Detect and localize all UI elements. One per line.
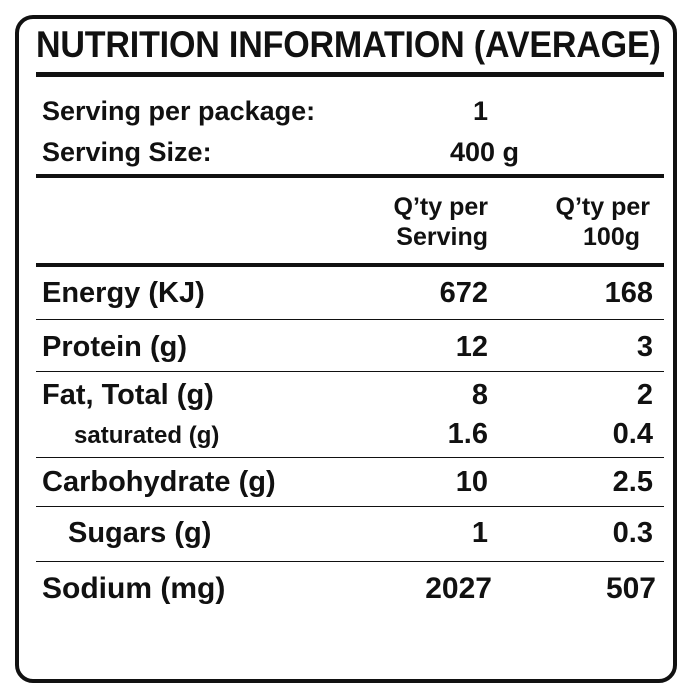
label-title: NUTRITION INFORMATION (AVERAGE)	[36, 24, 661, 65]
serving-size-label: Serving Size:	[42, 137, 212, 167]
row-sodium-per-100g: 507	[605, 572, 656, 605]
nutrition-label-panel	[15, 15, 677, 683]
servings-divider	[36, 174, 664, 178]
row-fat-total-per-100g: 2	[636, 379, 653, 411]
row-protein-per-serving: 12	[455, 331, 488, 363]
row-divider	[36, 561, 664, 562]
row-fat-total-per-serving: 8	[471, 379, 488, 411]
row-sugars-per-serving: 1	[471, 517, 488, 549]
row-carbohydrate-per-serving: 10	[455, 466, 488, 498]
header-divider	[36, 263, 664, 267]
row-divider	[36, 506, 664, 507]
row-carbohydrate-label: Carbohydrate (g)	[42, 466, 276, 498]
servings-per-package-label: Serving per package:	[42, 96, 316, 126]
row-energy-label: Energy (KJ)	[42, 277, 205, 309]
row-fat-total-label: Fat, Total (g)	[42, 379, 214, 411]
row-saturated-label: saturated (g)	[74, 422, 220, 449]
row-sodium-label: Sodium (mg)	[42, 572, 226, 605]
row-energy-per-100g: 168	[604, 277, 653, 309]
servings-per-package-value: 1	[473, 96, 489, 126]
serving-size-value: 400 g	[450, 137, 520, 167]
row-sugars-per-100g: 0.3	[612, 517, 653, 549]
row-saturated-per-100g: 0.4	[612, 418, 653, 450]
col-header-per-serving-line1: Q’ty per	[393, 193, 488, 221]
col-header-per-100g-line2: 100g	[583, 223, 640, 251]
row-energy-per-serving: 672	[439, 277, 488, 309]
row-divider	[36, 371, 664, 372]
row-sugars-label: Sugars (g)	[68, 517, 212, 549]
title-divider	[36, 72, 664, 77]
row-saturated-per-serving: 1.6	[447, 418, 488, 450]
col-header-per-serving-line2: Serving	[396, 223, 488, 251]
row-protein-per-100g: 3	[636, 331, 653, 363]
row-carbohydrate-per-100g: 2.5	[612, 466, 653, 498]
row-protein-label: Protein (g)	[42, 331, 187, 363]
col-header-per-100g-line1: Q’ty per	[555, 193, 650, 221]
row-divider	[36, 457, 664, 458]
row-sodium-per-serving: 2027	[425, 572, 492, 605]
row-divider	[36, 319, 664, 320]
